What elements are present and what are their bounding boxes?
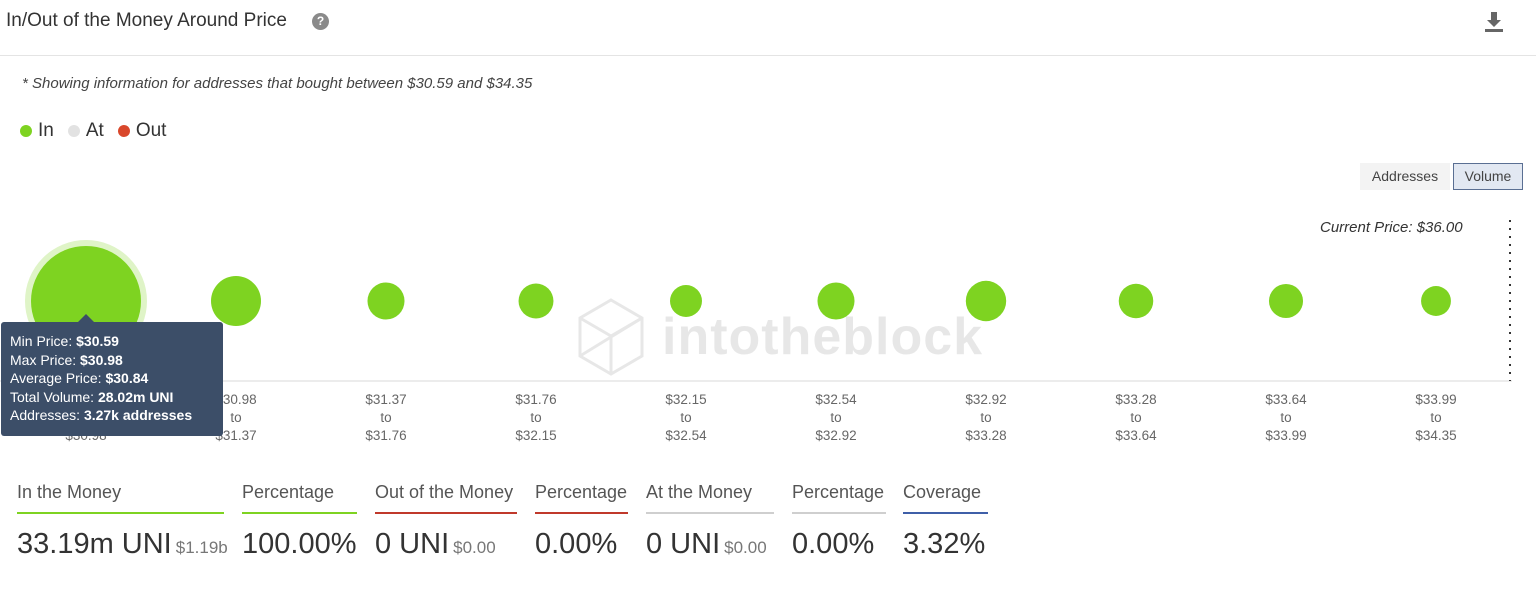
x-tick-label: $32.92 to $33.28 — [965, 392, 1007, 443]
stat-label: In the Money — [17, 482, 122, 502]
legend-label-out: Out — [135, 120, 167, 141]
x-tick-label: $31.76 to $32.15 — [515, 392, 557, 443]
legend-dot-out — [117, 125, 130, 137]
watermark: intotheblock — [578, 298, 983, 376]
stat-4: Percentage 0.00% — [535, 482, 628, 561]
legend-dot-at — [67, 125, 80, 137]
stat-value-main: 0 UNI — [375, 528, 450, 560]
question-circle-icon[interactable]: ? — [312, 13, 329, 30]
stat-value-main: 0.00% — [535, 528, 618, 560]
watermark-logo-icon — [578, 298, 644, 376]
page-title: In/Out of the Money Around Price — [6, 10, 287, 31]
bubble-10[interactable] — [1421, 286, 1451, 316]
volume-toggle-button[interactable]: Volume — [1453, 163, 1523, 190]
stat-label: Coverage — [903, 482, 982, 502]
stat-value-usd: $1.19b — [175, 538, 228, 557]
legend-dot-in — [20, 125, 32, 137]
stat-value-usd: $0.00 — [724, 538, 767, 557]
current-price-label: Current Price: $36.00 — [1320, 219, 1463, 236]
stat-label: Percentage — [242, 482, 335, 502]
stat-value: 3.32% — [903, 528, 988, 561]
legend-label-at: At — [85, 120, 104, 141]
stat-value-main: 0.00% — [792, 528, 875, 560]
x-tick-label: $33.64 to $33.99 — [1265, 392, 1307, 443]
watermark-text: intotheblock — [662, 308, 984, 366]
x-tick-label: $30.98 to $31.37 — [215, 392, 257, 443]
stat-value-main: 0 UNI — [646, 528, 721, 560]
tooltip-max-row: Max Price: $30.98 — [10, 351, 123, 368]
stat-2: Percentage 100.00% — [242, 482, 357, 561]
stat-label: Percentage — [535, 482, 628, 502]
bubble-3[interactable] — [367, 282, 405, 320]
stat-value: 0 UNI $0.00 — [375, 528, 517, 561]
bubble-tooltip: Min Price: $30.59 Max Price: $30.98 Aver… — [1, 314, 223, 436]
x-tick-label: $32.15 to $32.54 — [665, 392, 707, 443]
stat-value: 0.00% — [792, 528, 886, 561]
legend: In At Out — [20, 120, 180, 142]
bubble-8[interactable] — [1118, 283, 1154, 319]
legend-item-in[interactable]: In — [20, 120, 54, 142]
tooltip-volume-row: Total Volume: 28.02m UNI — [10, 388, 174, 405]
stat-label: Out of the Money — [375, 482, 514, 502]
stat-value-usd: $0.00 — [453, 538, 496, 557]
stat-underline — [903, 512, 988, 514]
tooltip-min-row: Min Price: $30.59 — [10, 333, 119, 349]
stat-underline — [375, 512, 517, 514]
stat-underline — [535, 512, 628, 514]
stat-1: In the Money 33.19m UNI $1.19b — [17, 482, 228, 561]
x-tick-label: $32.54 to $32.92 — [815, 392, 857, 443]
stat-underline — [242, 512, 357, 514]
stat-underline — [17, 512, 224, 514]
range-note: * Showing information for addresses that… — [22, 75, 533, 92]
stat-underline — [646, 512, 774, 514]
stat-5: At the Money 0 UNI $0.00 — [646, 482, 774, 561]
stat-label: At the Money — [646, 482, 753, 502]
x-tick-label: $33.99 to $34.35 — [1415, 392, 1457, 443]
bubble-6[interactable] — [817, 282, 855, 320]
bubble-2[interactable] — [211, 276, 261, 326]
tooltip-addresses-row: Addresses: 3.27k addresses — [10, 407, 193, 424]
stat-label: Percentage — [792, 482, 885, 502]
legend-label-in: In — [38, 120, 54, 141]
stat-value-main: 33.19m UNI — [17, 528, 172, 560]
stat-value: 33.19m UNI $1.19b — [17, 528, 228, 561]
x-tick-label: $31.37 to $31.76 — [365, 392, 407, 443]
x-tick-label: $33.28 to $33.64 — [1115, 392, 1157, 443]
stat-6: Percentage 0.00% — [792, 482, 886, 561]
stat-3: Out of the Money 0 UNI $0.00 — [375, 482, 517, 561]
stat-value: 100.00% — [242, 528, 357, 561]
stat-value-main: 100.00% — [242, 528, 357, 560]
legend-item-out[interactable]: Out — [117, 120, 167, 142]
addresses-toggle-button[interactable]: Addresses — [1360, 163, 1450, 190]
stat-value: 0.00% — [535, 528, 628, 561]
header: In/Out of the Money Around Price ? — [0, 0, 1536, 56]
stat-value-main: 3.32% — [903, 528, 986, 560]
stat-underline — [792, 512, 886, 514]
bubble-5[interactable] — [670, 285, 702, 317]
stat-value: 0 UNI $0.00 — [646, 528, 774, 561]
tooltip-avg-row: Average Price: $30.84 — [10, 370, 149, 387]
tooltip-arrow — [78, 314, 94, 322]
bubble-4[interactable] — [518, 283, 554, 319]
download-icon[interactable] — [1482, 10, 1506, 34]
bubble-9[interactable] — [1268, 283, 1304, 319]
legend-item-at[interactable]: At — [67, 120, 104, 142]
stat-7: Coverage 3.32% — [903, 482, 988, 561]
bubble-7[interactable] — [965, 280, 1007, 322]
